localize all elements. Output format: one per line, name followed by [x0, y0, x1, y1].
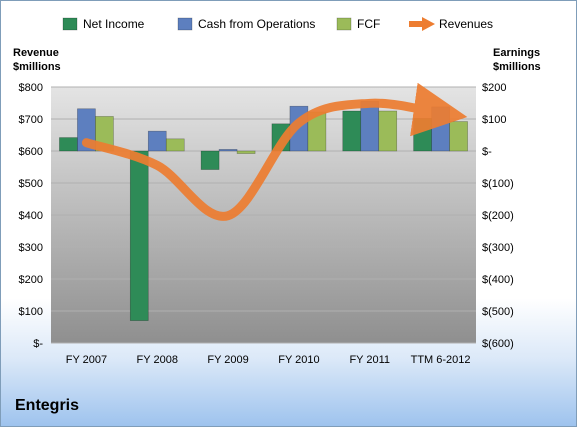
legend-swatch [62, 17, 78, 31]
left-axis-title-line1: Revenue [13, 47, 59, 59]
right-axis-ticks: $(600) $(500) $(400) $(300) $(200) $(100) $- $1… [482, 82, 514, 350]
x-tick-label: FY 2010 [278, 354, 319, 366]
right-axis-title-line1: Earnings [493, 47, 540, 59]
legend-swatch [177, 17, 193, 31]
bar-net-income [59, 137, 78, 152]
bar-net-income [413, 118, 432, 152]
legend-label: Revenues [439, 17, 493, 31]
left-tick-label: $600 [19, 146, 43, 158]
right-tick-label: $(300) [482, 242, 514, 254]
left-axis-ticks: $- $100 $200 $300 $400 $500 $600 $700 $800 [19, 82, 44, 350]
bar-net-income [342, 110, 362, 152]
right-axis-title-line2: $millions [493, 61, 541, 73]
left-tick-label: $- [33, 338, 43, 350]
left-tick-label: $100 [19, 306, 43, 318]
bar-cash-from-operations [218, 149, 238, 152]
legend-item: Cash from Operations [177, 17, 315, 31]
revenues-line-layer [81, 82, 468, 221]
bar-fcf [378, 110, 398, 152]
x-tick-label: FY 2009 [207, 354, 248, 366]
left-tick-label: $500 [19, 178, 43, 190]
bar-net-income [200, 150, 220, 170]
legend-item: Net Income [62, 17, 145, 31]
right-tick-label: $(100) [482, 178, 514, 190]
bar-fcf [449, 121, 468, 152]
left-axis-title: Revenue $millions [13, 47, 61, 73]
bar-cash-from-operations [360, 101, 380, 152]
x-tick-label: TTM 6-2012 [411, 354, 471, 366]
x-axis-ticks: FY 2007 FY 2008 FY 2009 FY 2010 FY 2011 TTM 6… [66, 354, 471, 366]
left-axis-title-line2: $millions [13, 61, 61, 73]
right-tick-label: $- [482, 146, 492, 158]
legend-label: Net Income [83, 17, 145, 31]
bar-fcf [236, 150, 256, 154]
legend-swatch [336, 17, 352, 31]
left-tick-label: $800 [19, 82, 43, 94]
legend-item: Revenues [409, 17, 493, 31]
revenues-line [81, 82, 468, 221]
right-tick-label: $(500) [482, 306, 514, 318]
legend-label: Cash from Operations [198, 17, 315, 31]
bar-cash-from-operations [147, 130, 167, 152]
left-tick-label: $200 [19, 274, 43, 286]
company-name: Entegris [15, 397, 80, 414]
right-tick-label: $(200) [482, 210, 514, 222]
left-tick-label: $400 [19, 210, 43, 222]
right-tick-label: $(600) [482, 338, 514, 350]
right-tick-label: $100 [482, 114, 506, 126]
bar-net-income [129, 150, 149, 321]
legend-arrow-icon [422, 17, 435, 31]
right-axis-title: Earnings $millions [493, 47, 541, 73]
left-tick-label: $700 [19, 114, 43, 126]
legend: Net Income Cash from Operations FCF Revenue… [62, 17, 493, 31]
right-tick-label: $200 [482, 82, 506, 94]
x-tick-label: FY 2007 [66, 354, 107, 366]
x-tick-label: FY 2008 [137, 354, 178, 366]
left-tick-label: $300 [19, 242, 43, 254]
legend-item: FCF [336, 17, 380, 31]
x-tick-label: FY 2011 [349, 354, 390, 366]
right-tick-label: $(400) [482, 274, 514, 286]
bar-fcf [165, 138, 185, 152]
legend-label: FCF [357, 17, 380, 31]
